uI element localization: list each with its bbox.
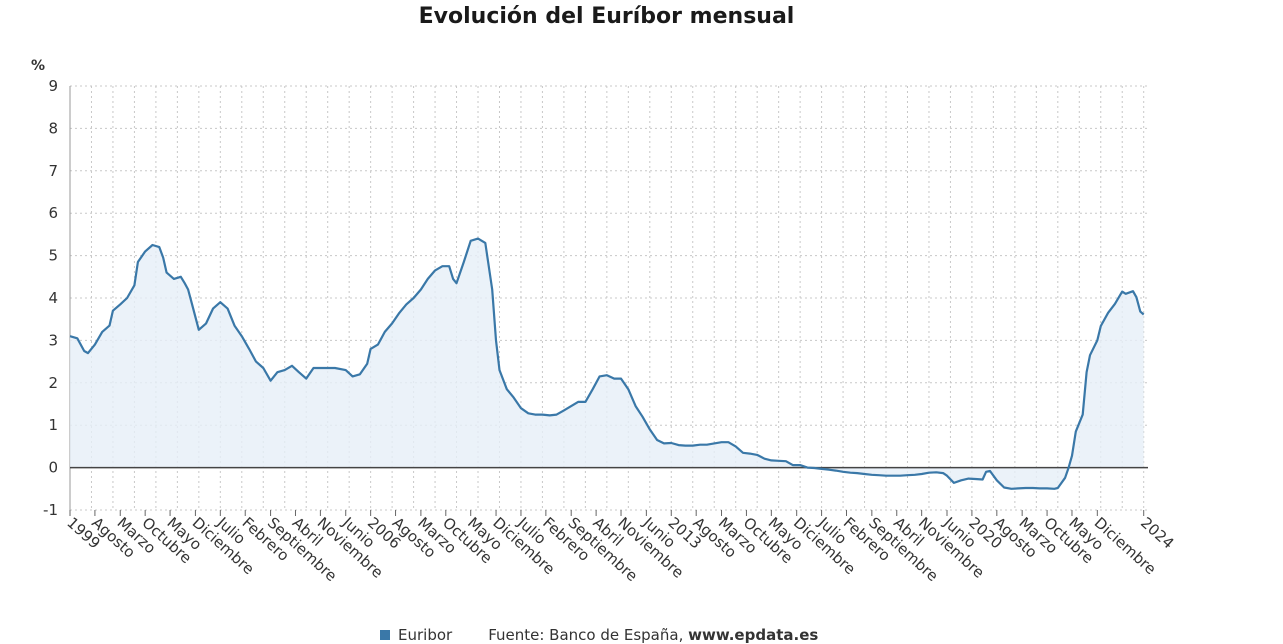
legend: Euribor Fuente: Banco de España, www.epd… [380, 626, 818, 644]
source-credit: Fuente: Banco de España, www.epdata.es [488, 626, 818, 644]
y-tick-label: 8 [48, 119, 58, 137]
series-lines [69, 237, 1145, 490]
y-tick-label: 5 [48, 247, 58, 265]
legend-label: Euribor [398, 626, 453, 644]
y-tick-label: 2 [48, 374, 58, 392]
chart-title: Evolución del Euríbor mensual [418, 4, 795, 29]
y-tick-label: 6 [48, 204, 58, 222]
y-tick-label: -1 [43, 501, 58, 519]
y-tick-label: 3 [48, 331, 58, 349]
series-line-euribor[interactable] [69, 237, 1145, 490]
x-tick-label: 2024 [1137, 514, 1177, 553]
y-tick-label: 4 [48, 289, 58, 307]
source-link[interactable]: www.epdata.es [688, 626, 819, 644]
x-tick-labels: 1999AgostoMarzoOctubreMayoDiciembreJulio… [63, 510, 1177, 585]
y-tick-label: 7 [48, 162, 58, 180]
y-tick-label: 0 [48, 459, 58, 477]
y-tick-label: 1 [48, 416, 58, 434]
legend-swatch [380, 630, 390, 640]
source-label: Fuente: Banco de España, [488, 626, 684, 644]
series-area [70, 238, 1144, 489]
y-tick-label: 9 [48, 77, 58, 95]
y-tick-labels: -1 0 1 2 3 4 5 6 7 8 9 [43, 77, 58, 519]
y-axis-unit: % [31, 58, 45, 74]
legend-item-euribor[interactable]: Euribor [380, 626, 452, 644]
series-area-euribor [70, 238, 1144, 489]
